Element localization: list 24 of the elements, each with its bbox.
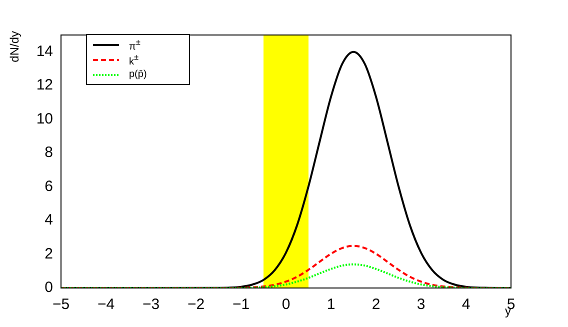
y-tick-label: 2 (44, 245, 53, 262)
legend-label: k$^{±}$ (129, 52, 139, 68)
x-tick-label: −3 (142, 296, 160, 314)
y-tick-label: 4 (44, 212, 53, 229)
x-tick-label: −4 (97, 296, 115, 314)
y-tick-label: 8 (44, 144, 53, 162)
x-tick-label: −1 (232, 296, 250, 314)
y-tick-label: 10 (36, 110, 53, 128)
x-tick-label: 3 (416, 296, 426, 314)
y-tick-label: 6 (44, 178, 53, 195)
x-tick-label: −5 (52, 296, 70, 314)
y-tick-label: 12 (36, 76, 53, 94)
x-tick-label: 0 (282, 296, 290, 314)
x-tick-label: 2 (372, 296, 380, 314)
line-series (61, 263, 511, 288)
line-series (61, 244, 511, 288)
y-axis-title: dN/dy (7, 31, 22, 62)
x-tick-label: 4 (462, 296, 470, 314)
y-tick-label: 14 (36, 43, 53, 60)
x-tick-label: −2 (187, 296, 205, 314)
y-tick-label: 0 (44, 279, 53, 296)
legend-label: π$^{±}$ (129, 36, 140, 52)
x-tick-label: 1 (326, 296, 336, 314)
legend-label: p(p̄) (129, 69, 147, 80)
